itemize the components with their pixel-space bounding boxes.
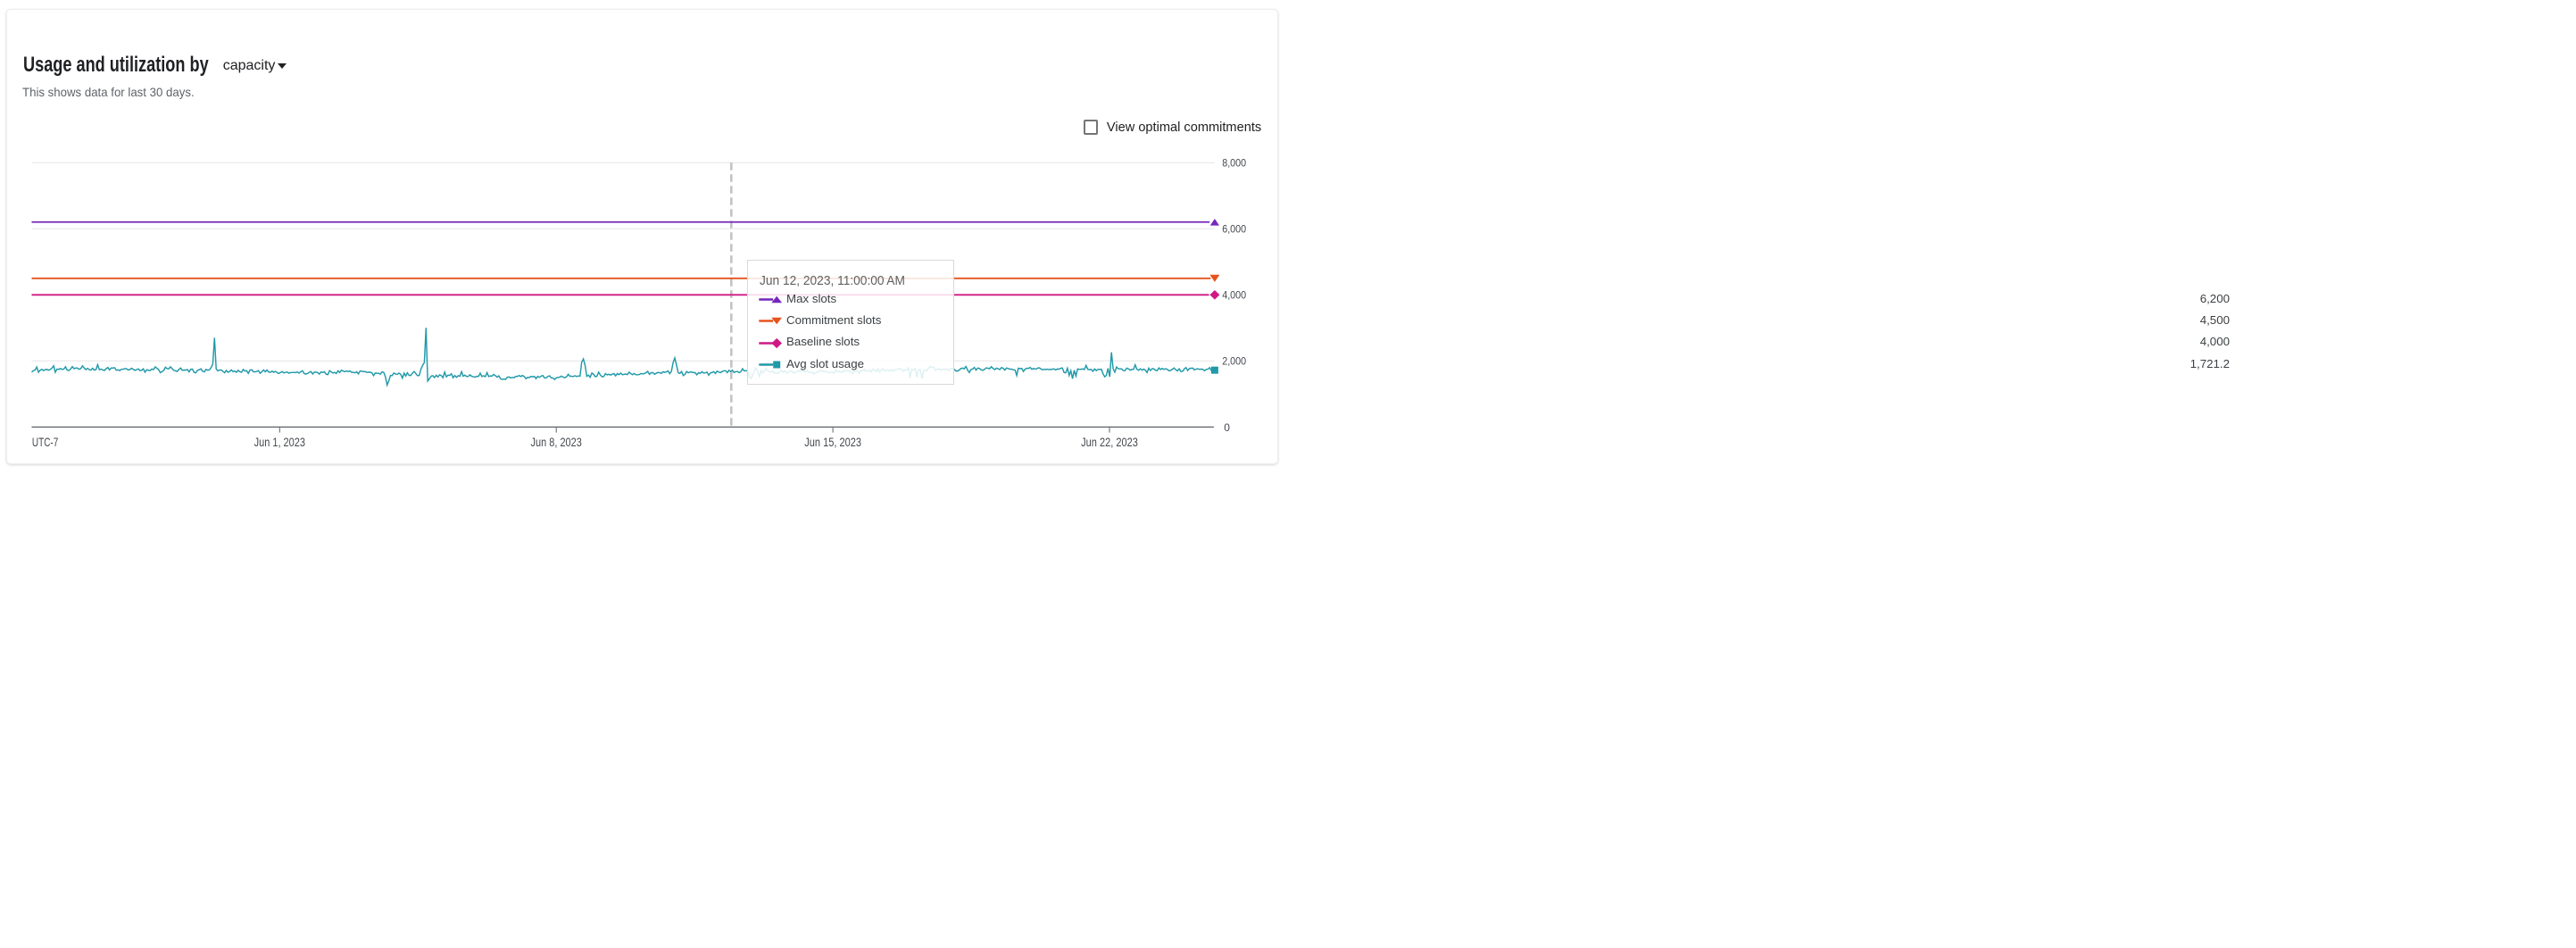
svg-text:Jun 8, 2023: Jun 8, 2023 [531,436,582,449]
svg-text:0: 0 [1224,421,1230,434]
svg-text:4,000: 4,000 [1222,289,1246,302]
svg-text:2,000: 2,000 [1222,355,1246,368]
svg-text:Jun 15, 2023: Jun 15, 2023 [804,436,861,449]
svg-text:UTC-7: UTC-7 [32,436,58,449]
svg-text:Jun 1, 2023: Jun 1, 2023 [254,436,305,449]
svg-text:8,000: 8,000 [1222,157,1246,170]
svg-text:6,000: 6,000 [1222,223,1246,236]
svg-text:Jun 22, 2023: Jun 22, 2023 [1081,436,1138,449]
